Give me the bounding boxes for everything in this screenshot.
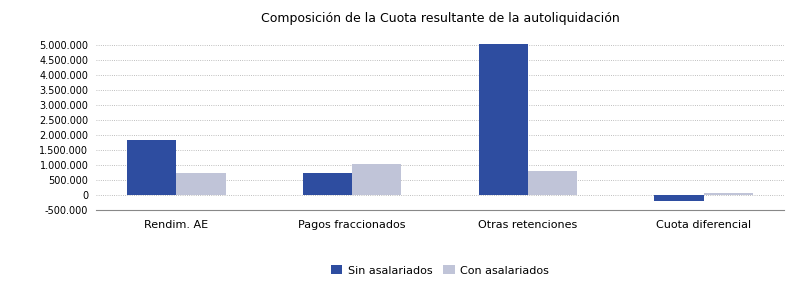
Title: Composición de la Cuota resultante de la autoliquidación: Composición de la Cuota resultante de la… (261, 12, 619, 25)
Bar (528, 171, 577, 195)
Bar (478, 44, 528, 195)
Bar (303, 172, 352, 195)
Bar (177, 173, 226, 195)
Bar (352, 164, 402, 195)
Bar (127, 140, 177, 195)
Legend: Sin asalariados, Con asalariados: Sin asalariados, Con asalariados (326, 261, 554, 280)
Bar (654, 195, 703, 201)
Bar (703, 193, 753, 195)
